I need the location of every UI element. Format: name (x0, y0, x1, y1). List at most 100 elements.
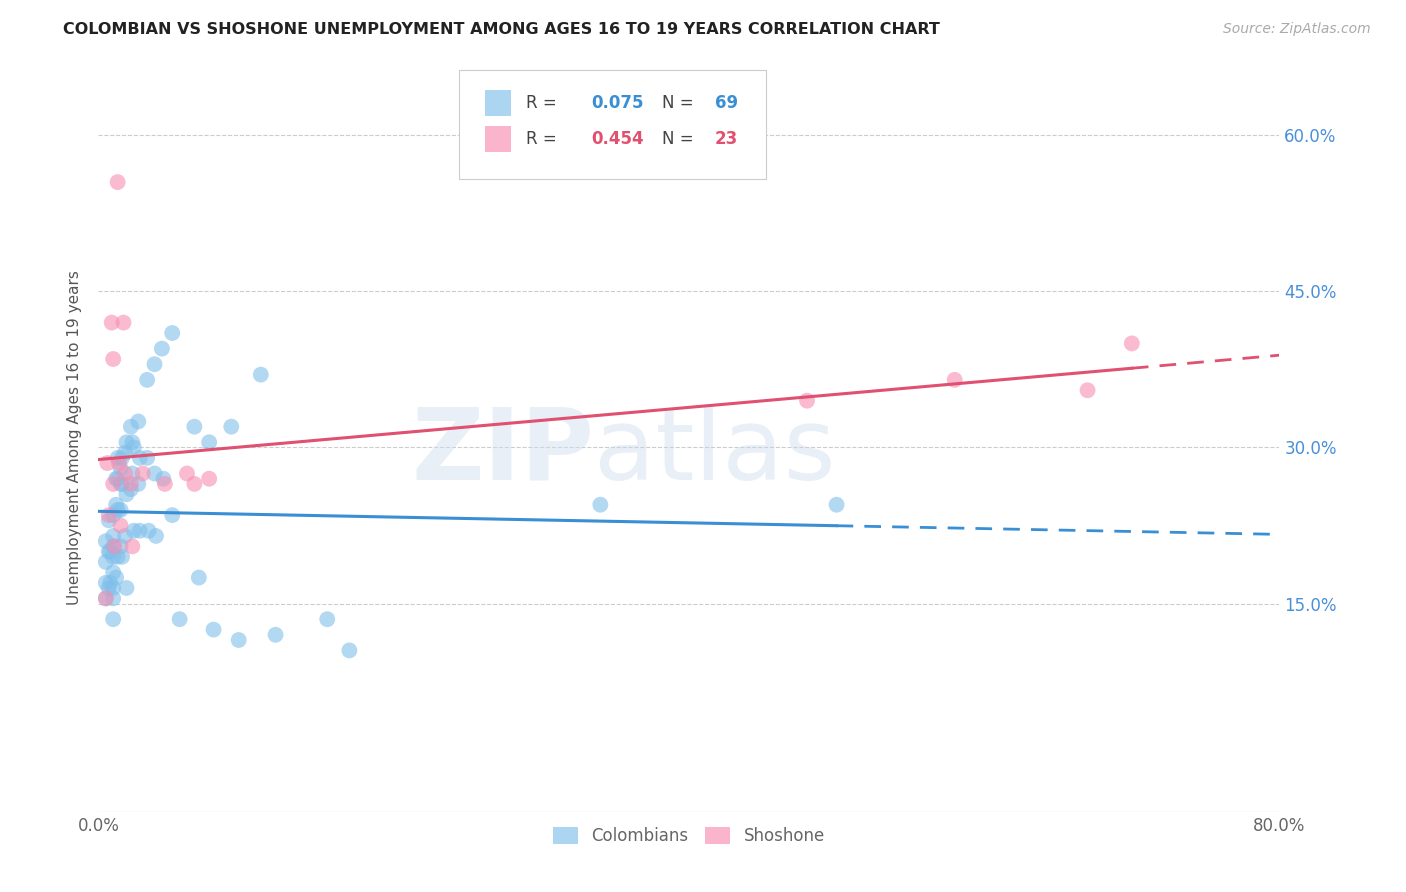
Point (104, 539, 127, 553)
Point (103, 566, 125, 580)
Point (796, 393, 818, 408)
Point (97, 581, 120, 595)
Point (115, 435, 138, 450)
Bar (485, 90, 510, 116)
Point (221, 419, 243, 434)
Point (122, 524, 145, 538)
Text: 23: 23 (714, 130, 738, 148)
Point (103, 549, 125, 564)
Point (105, 498, 128, 512)
Point (98, 575, 121, 590)
Point (107, 549, 129, 564)
Point (127, 414, 149, 429)
Point (111, 450, 134, 465)
Point (111, 549, 134, 564)
Point (122, 441, 145, 455)
Point (110, 518, 132, 533)
Point (114, 529, 136, 543)
Point (121, 467, 143, 481)
Point (114, 446, 136, 460)
Point (228, 633, 250, 648)
Point (103, 591, 125, 606)
Point (136, 450, 159, 465)
Text: 69: 69 (714, 95, 738, 112)
Point (127, 477, 149, 491)
Point (316, 612, 339, 626)
Point (115, 581, 138, 595)
Point (103, 477, 125, 491)
Point (136, 373, 159, 387)
Point (114, 467, 136, 481)
FancyBboxPatch shape (458, 70, 766, 178)
Point (120, 419, 142, 434)
Point (94, 575, 117, 590)
Point (94, 534, 117, 549)
Point (145, 529, 167, 543)
Point (183, 477, 205, 491)
Point (183, 419, 205, 434)
Point (107, 503, 129, 517)
Point (132, 467, 155, 481)
Point (97, 508, 120, 523)
Text: Source: ZipAtlas.com: Source: ZipAtlas.com (1223, 22, 1371, 37)
Point (103, 612, 125, 626)
Point (1077, 384, 1099, 398)
Point (103, 539, 125, 553)
Point (162, 508, 183, 523)
Point (143, 467, 166, 481)
Text: N =: N = (662, 95, 693, 112)
Point (153, 477, 176, 491)
Point (105, 472, 128, 486)
Point (943, 373, 966, 387)
Point (176, 467, 198, 481)
Point (112, 316, 135, 330)
Point (589, 498, 612, 512)
Point (100, 316, 122, 330)
Point (103, 352, 125, 367)
Legend: Colombians, Shoshone: Colombians, Shoshone (547, 821, 831, 852)
Point (143, 357, 166, 371)
Text: COLOMBIAN VS SHOSHONE UNEMPLOYMENT AMONG AGES 16 TO 19 YEARS CORRELATION CHART: COLOMBIAN VS SHOSHONE UNEMPLOYMENT AMONG… (63, 22, 941, 37)
Point (97, 544, 120, 558)
Point (198, 435, 221, 450)
Point (103, 508, 125, 523)
Point (98, 544, 121, 558)
Point (110, 461, 132, 475)
Point (152, 472, 174, 486)
Point (187, 571, 209, 585)
Y-axis label: Unemployment Among Ages 16 to 19 years: Unemployment Among Ages 16 to 19 years (67, 269, 83, 605)
Point (96, 456, 118, 470)
Point (94, 555, 117, 569)
Text: 0.075: 0.075 (591, 95, 644, 112)
Point (94, 591, 117, 606)
Point (128, 450, 150, 465)
Point (108, 456, 131, 470)
Point (94, 591, 117, 606)
Point (110, 477, 132, 491)
Text: R =: R = (526, 95, 557, 112)
Point (110, 503, 132, 517)
Point (107, 472, 129, 486)
Point (110, 539, 132, 553)
Point (105, 571, 128, 585)
Point (128, 524, 150, 538)
Point (115, 487, 138, 501)
Point (1121, 336, 1143, 351)
Point (103, 529, 125, 543)
Point (121, 435, 143, 450)
Point (121, 539, 143, 553)
Point (162, 326, 183, 340)
Point (138, 524, 160, 538)
Point (150, 342, 173, 356)
Point (264, 628, 287, 642)
Text: atlas: atlas (595, 403, 837, 500)
Point (169, 612, 191, 626)
Point (202, 623, 225, 637)
Text: ZIP: ZIP (412, 403, 595, 500)
Text: 0.454: 0.454 (591, 130, 644, 148)
Text: N =: N = (662, 130, 693, 148)
Point (198, 472, 221, 486)
Point (103, 581, 125, 595)
Point (120, 477, 142, 491)
Point (97, 513, 120, 527)
